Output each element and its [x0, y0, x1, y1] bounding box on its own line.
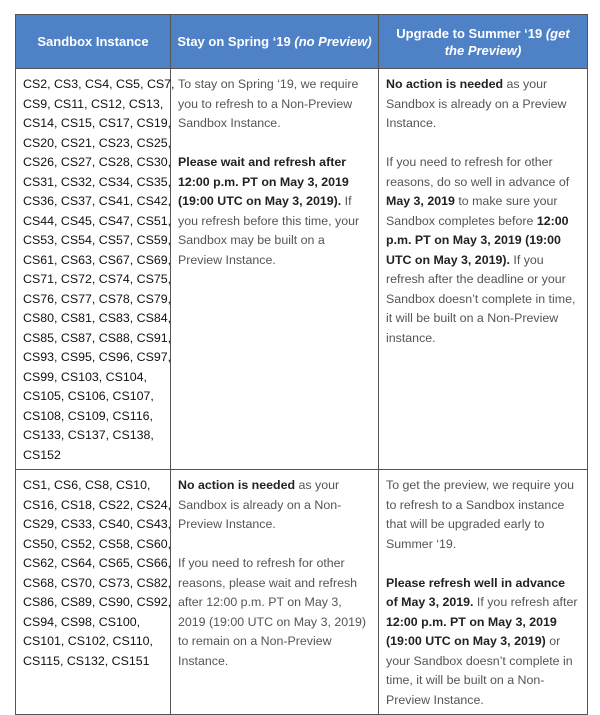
emphasized-text: May 3, 2019 — [386, 194, 455, 208]
instruction-paragraph: Please refresh well in advance of May 3,… — [386, 574, 580, 711]
instruction-paragraph: To get the preview, we require you to re… — [386, 476, 580, 554]
instance-list-line: CS61, CS63, CS67, CS69, — [23, 252, 172, 267]
instance-list-cell: CS2, CS3, CS4, CS5, CS7, CS9, CS11, CS12,… — [15, 68, 175, 470]
body-text: To stay on Spring ‘19, we require you to… — [178, 77, 359, 130]
instance-list-line: CS94, CS98, CS100, — [23, 614, 141, 629]
instance-list-line: CS9, CS11, CS12, CS13, — [23, 96, 164, 111]
instruction-paragraph: No action is needed as your Sandbox is a… — [178, 476, 371, 535]
instance-list-line: CS53, CS54, CS57, CS59, — [23, 233, 172, 247]
instance-list-line: CS133, CS137, CS138, — [23, 428, 154, 442]
spring-instructions-cell: No action is needed as your Sandbox is a… — [170, 469, 379, 715]
instruction-paragraph: To stay on Spring ‘19, we require you to… — [178, 75, 371, 134]
instance-list-line: CS108, CS109, CS116, — [23, 408, 153, 423]
instance-list-line: CS20, CS21, CS23, CS25, — [23, 135, 172, 150]
instance-list-line: CS152 — [23, 447, 61, 462]
instance-list-line: CS76, CS77, CS78, CS79, — [23, 291, 172, 306]
instruction-paragraph: If you need to refresh for other reasons… — [386, 153, 580, 348]
header-label: Upgrade to Summer ‘19 — [396, 25, 546, 41]
body-text: To get the preview, we require you to re… — [386, 478, 575, 551]
instance-list-line: CS105, CS106, CS107, — [23, 389, 154, 403]
instance-list-line: CS86, CS89, CS90, CS92, — [23, 595, 172, 609]
emphasized-text: Please refresh well in advance of May 3,… — [386, 575, 566, 610]
body-text: If you refresh after — [473, 595, 578, 609]
header-sandbox-instance: Sandbox Instance — [15, 14, 171, 69]
sandbox-instance-table: Sandbox Instance Stay on Spring ‘19 (no … — [15, 14, 588, 715]
instance-list-line: CS101, CS102, CS110, — [23, 634, 153, 648]
instance-list-line: CS29, CS33, CS40, CS43, — [23, 517, 172, 531]
body-text: If you refresh after the deadline or you… — [386, 252, 576, 345]
instance-list-line: CS44, CS45, CS47, CS51, — [23, 213, 172, 228]
summer-instructions-cell: No action is needed as your Sandbox is a… — [378, 68, 588, 470]
emphasized-text: No action is needed — [178, 478, 296, 492]
instance-list-line: CS93, CS95, CS96, CS97, — [23, 350, 172, 364]
table-row: CS1, CS6, CS8, CS10, CS16, CS18, CS22, CS… — [15, 469, 588, 715]
instance-list-line: CS14, CS15, CS17, CS19, — [23, 116, 172, 130]
instance-list-line: CS26, CS27, CS28, CS30, — [23, 155, 172, 169]
table-row: CS2, CS3, CS4, CS5, CS7, CS9, CS11, CS12,… — [15, 68, 588, 470]
header-upgrade-to-summer: Upgrade to Summer ‘19 (get the Preview) — [378, 14, 588, 69]
instruction-paragraph: Please wait and refresh after 12:00 p.m.… — [178, 153, 371, 270]
instance-list-line: CS2, CS3, CS4, CS5, CS7, — [23, 77, 175, 91]
header-stay-on-spring: Stay on Spring ‘19 (no Preview) — [170, 14, 379, 69]
instance-list-line: CS50, CS52, CS58, CS60, — [23, 536, 172, 551]
instance-list-line: CS115, CS132, CS151 — [23, 653, 150, 668]
body-text: If you refresh before this time, your Sa… — [178, 194, 360, 267]
header-row: Sandbox Instance Stay on Spring ‘19 (no … — [15, 14, 588, 69]
instance-list-line: CS68, CS70, CS73, CS82, — [23, 575, 172, 590]
instruction-paragraph: If you need to refresh for other reasons… — [178, 554, 371, 671]
summer-instructions-cell: To get the preview, we require you to re… — [378, 469, 588, 715]
instance-list-line: CS62, CS64, CS65, CS66, — [23, 556, 172, 570]
instance-list-cell: CS1, CS6, CS8, CS10, CS16, CS18, CS22, CS… — [15, 469, 172, 715]
header-label: Sandbox Instance — [37, 34, 149, 49]
emphasized-text: Please wait and refresh after 12:00 p.m.… — [178, 155, 349, 208]
instance-list-line: CS80, CS81, CS83, CS84, — [23, 311, 172, 325]
header-label: Stay on Spring ‘19 — [177, 34, 295, 49]
instance-list-line: CS85, CS87, CS88, CS91, — [23, 330, 172, 345]
emphasized-text: 12:00 p.m. PT on May 3, 2019 (19:00 UTC … — [386, 614, 557, 649]
header-label-italic: (no Preview) — [294, 34, 372, 49]
spring-instructions-cell: To stay on Spring ‘19, we require you to… — [170, 68, 379, 470]
instance-list-line: CS99, CS103, CS104, — [23, 369, 147, 384]
body-text: as your Sandbox is already on a Non-Prev… — [178, 478, 342, 531]
instance-list-line: CS36, CS37, CS41, CS42, — [23, 194, 172, 208]
instance-list-line: CS31, CS32, CS34, CS35, — [23, 174, 172, 189]
emphasized-text: 12:00 p.m. PT on May 3, 2019 (19:00 UTC … — [386, 213, 569, 267]
instance-list-line: CS1, CS6, CS8, CS10, — [23, 478, 151, 492]
body-text: If you need to refresh for other reasons… — [178, 556, 367, 668]
emphasized-text: No action is needed — [386, 77, 504, 91]
instruction-paragraph: No action is needed as your Sandbox is a… — [386, 75, 580, 134]
body-text: as your Sandbox is already on a Preview … — [386, 77, 567, 130]
body-text: If you need to refresh for other reasons… — [386, 155, 570, 189]
instance-list-line: CS16, CS18, CS22, CS24, — [23, 497, 172, 512]
header-label-italic: (get the Preview) — [444, 25, 570, 58]
body-text: to make sure your Sandbox completes befo… — [386, 194, 558, 228]
instance-list-line: CS71, CS72, CS74, CS75, — [23, 272, 172, 286]
